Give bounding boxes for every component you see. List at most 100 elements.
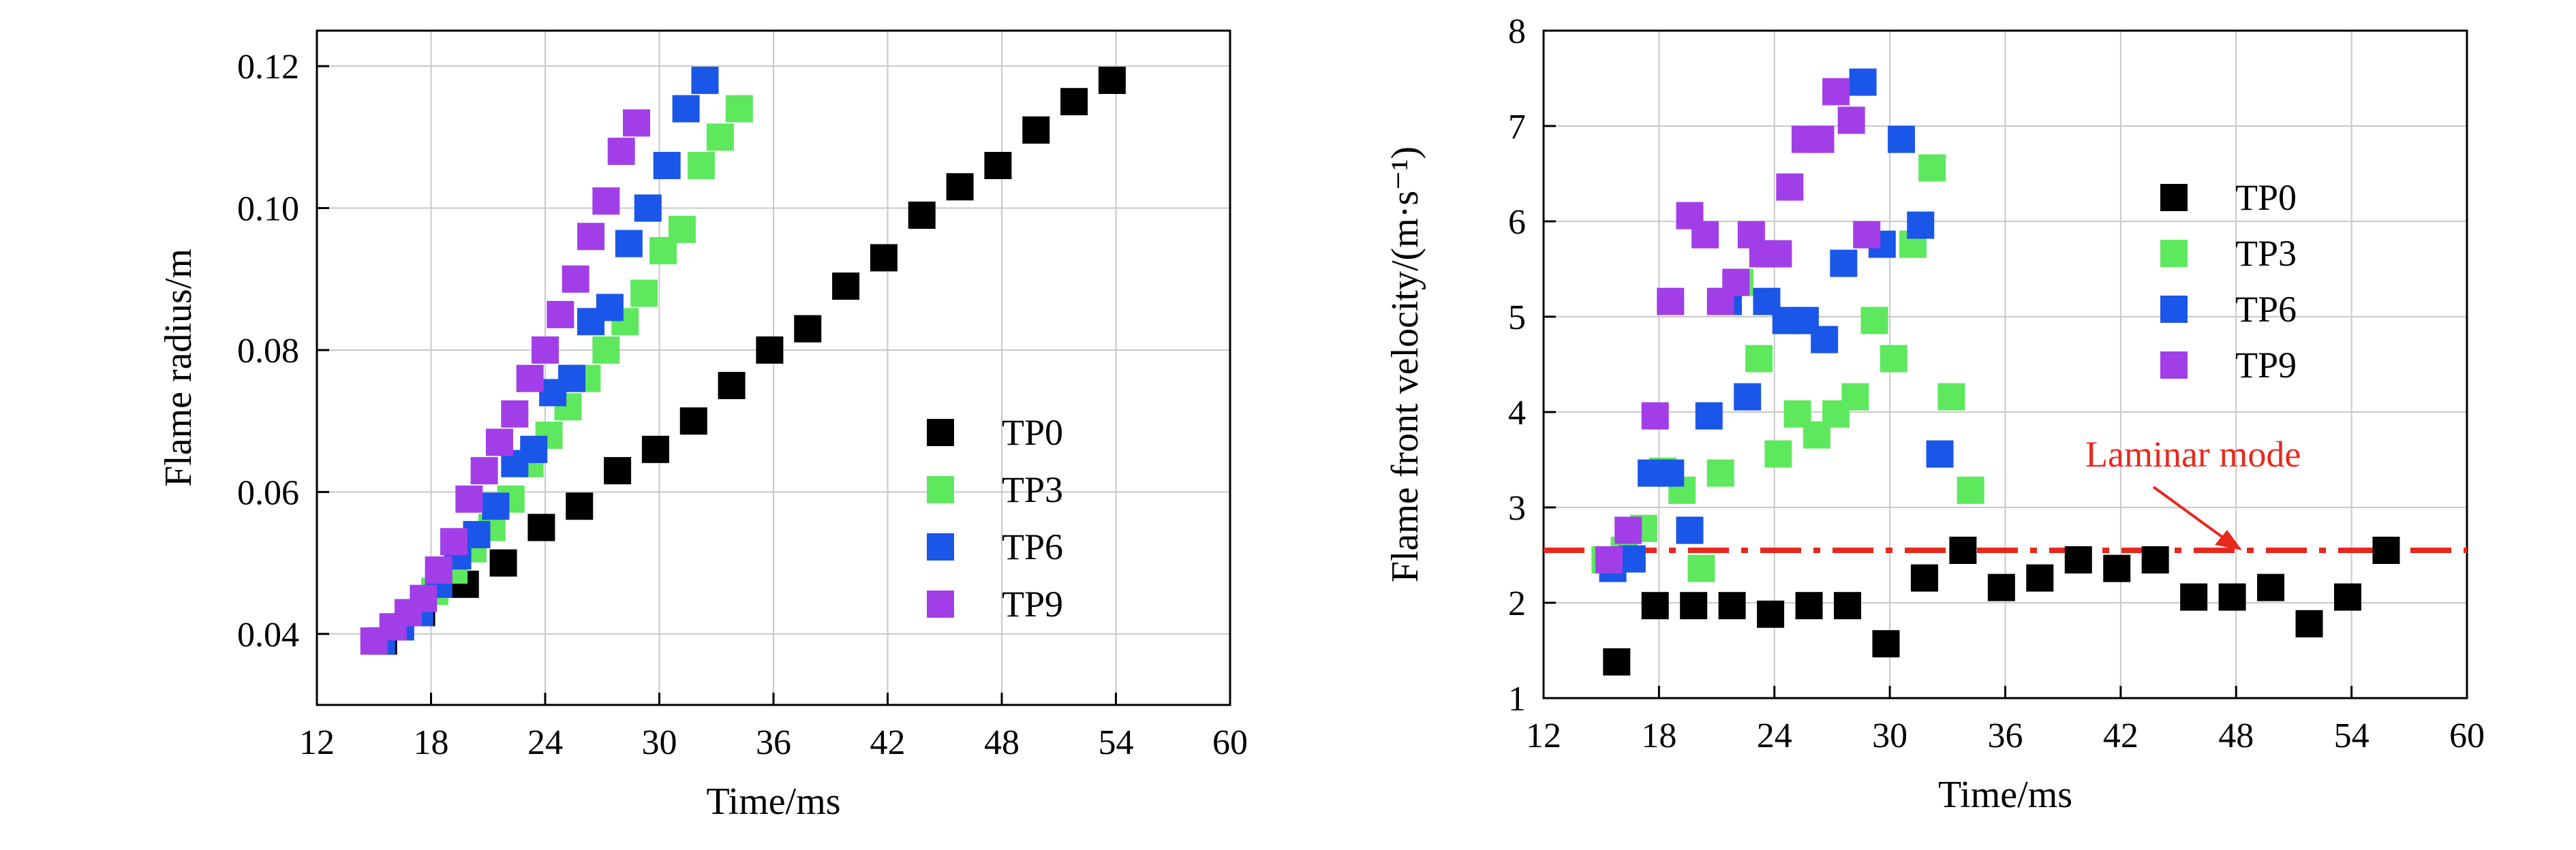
data-point-tp3 [1841,383,1869,411]
data-point-tp6 [463,520,491,548]
legend-marker [927,476,954,503]
y-tick-label: 0.12 [237,48,299,86]
data-point-tp0 [1910,564,1938,592]
x-tick-label: 36 [1988,717,2023,755]
data-point-tp6 [1676,516,1704,544]
data-point-tp3 [1706,459,1734,487]
data-point-tp6 [482,492,510,520]
data-point-tp0 [1603,648,1631,676]
data-point-tp0 [2257,573,2285,601]
data-point-tp6 [1830,249,1858,277]
data-point-tp3 [687,152,715,179]
data-point-tp9 [455,485,483,513]
legend-label: TP0 [2235,177,2297,218]
data-point-tp0 [1757,600,1785,628]
x-tick-label: 36 [756,723,791,762]
x-tick-label: 18 [1641,717,1676,755]
data-point-tp0 [2333,583,2361,611]
data-point-tp3 [725,95,753,123]
data-point-tp6 [1811,326,1839,353]
laminar-arrow-shaft [2152,486,2230,543]
data-point-tp9 [1807,125,1835,153]
data-point-tp9 [486,428,513,456]
data-point-tp9 [592,187,620,215]
data-point-tp9 [623,109,650,137]
data-point-tp9 [1853,221,1881,249]
data-point-tp0 [1098,66,1126,94]
data-point-tp0 [756,336,784,364]
x-tick-label: 42 [870,723,906,762]
data-point-tp9 [440,528,467,556]
data-point-tp0 [2026,564,2054,592]
y-tick-label: 1 [1508,680,1526,719]
data-point-tp3 [1957,476,1984,504]
y-tick-label: 0.04 [237,616,299,655]
data-point-tp0 [794,315,822,343]
data-point-tp3 [706,123,734,151]
legend-label: TP3 [2235,233,2297,274]
data-point-tp9 [1837,106,1865,134]
x-tick-label: 18 [414,723,449,762]
data-point-tp0 [527,514,555,541]
data-point-tp0 [946,173,974,201]
y-tick-label: 7 [1508,108,1526,146]
data-point-tp0 [1060,88,1088,116]
data-point-tp0 [832,272,860,300]
data-point-tp0 [1834,592,1862,620]
data-point-tp9 [470,457,498,485]
data-point-tp0 [1795,592,1823,620]
data-point-tp9 [532,336,559,364]
y-tick-label: 0.10 [237,190,299,229]
x-tick-label: 12 [299,723,335,762]
y-axis-label: Flame front velocity/(m·s⁻¹) [1384,146,1426,582]
x-tick-label: 54 [2334,717,2370,755]
data-point-tp9 [1764,240,1792,268]
data-point-tp3 [1937,383,1965,411]
y-tick-label: 3 [1508,489,1526,528]
data-point-tp9 [425,556,453,584]
data-point-tp0 [2295,610,2323,638]
y-tick-label: 5 [1508,298,1526,337]
y-tick-label: 0.06 [237,473,299,512]
data-point-tp0 [566,492,594,520]
legend-marker [2160,240,2188,267]
laminar-mode-label: Laminar mode [2085,434,2301,475]
data-point-tp0 [604,457,632,485]
data-point-tp6 [672,95,700,123]
data-point-tp0 [2141,546,2169,573]
legend-label: TP9 [1002,584,1063,625]
data-point-tp6 [1888,125,1916,153]
x-tick-label: 12 [1526,717,1561,755]
x-tick-label: 60 [2449,717,2485,755]
data-point-tp9 [1657,287,1685,315]
data-point-tp9 [1691,221,1719,249]
data-point-tp0 [1872,630,1900,658]
data-point-tp6 [1907,211,1935,239]
data-point-tp0 [1949,537,1977,564]
data-point-tp9 [547,300,574,328]
data-point-tp6 [634,194,662,222]
x-axis-label: Time/ms [706,781,840,823]
data-point-tp0 [870,244,898,272]
legend-marker [2160,296,2188,323]
data-point-tp6 [1849,68,1877,96]
legend-marker [2160,184,2188,211]
data-point-tp9 [1822,78,1850,106]
data-point-tp9 [577,223,604,251]
x-tick-label: 30 [642,723,677,762]
data-point-tp9 [562,265,589,293]
data-point-tp9 [501,400,529,428]
x-tick-label: 48 [984,723,1019,762]
data-point-tp0 [718,372,746,400]
data-point-tp0 [2103,554,2131,582]
legend-label: TP6 [2235,289,2297,330]
data-point-tp6 [653,152,681,179]
x-tick-label: 54 [1099,723,1134,762]
y-tick-label: 0.08 [237,332,299,371]
data-point-tp6 [558,364,586,392]
legend-marker [927,533,954,561]
x-tick-label: 30 [1872,717,1907,755]
data-point-tp6 [596,294,624,321]
